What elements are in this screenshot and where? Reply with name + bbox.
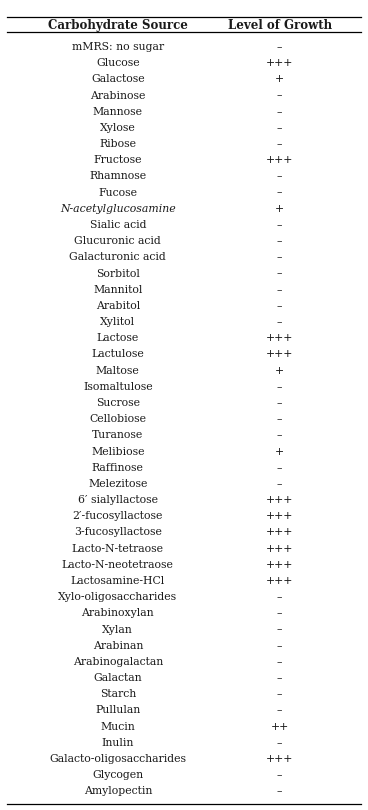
- Text: +: +: [275, 204, 284, 214]
- Text: –: –: [277, 42, 282, 52]
- Text: Fucose: Fucose: [98, 188, 137, 198]
- Text: Galacturonic acid: Galacturonic acid: [70, 253, 166, 262]
- Text: –: –: [277, 787, 282, 796]
- Text: Sorbitol: Sorbitol: [96, 269, 140, 279]
- Text: –: –: [277, 253, 282, 262]
- Text: Xylitol: Xylitol: [100, 317, 135, 327]
- Text: –: –: [277, 657, 282, 667]
- Text: –: –: [277, 430, 282, 441]
- Text: N-acetylglucosamine: N-acetylglucosamine: [60, 204, 176, 214]
- Text: +++: +++: [266, 156, 293, 165]
- Text: Arabinan: Arabinan: [93, 641, 143, 650]
- Text: –: –: [277, 139, 282, 149]
- Text: –: –: [277, 237, 282, 246]
- Text: +++: +++: [266, 349, 293, 360]
- Text: –: –: [277, 220, 282, 230]
- Text: Turanose: Turanose: [92, 430, 144, 441]
- Text: –: –: [277, 479, 282, 489]
- Text: –: –: [277, 738, 282, 748]
- Text: Raffinose: Raffinose: [92, 463, 144, 473]
- Text: Inulin: Inulin: [102, 738, 134, 748]
- Text: +: +: [275, 365, 284, 376]
- Text: Lactulose: Lactulose: [91, 349, 144, 360]
- Text: Isomaltulose: Isomaltulose: [83, 382, 153, 392]
- Text: –: –: [277, 269, 282, 279]
- Text: Xylo-oligosaccharides: Xylo-oligosaccharides: [58, 592, 177, 602]
- Text: Rhamnose: Rhamnose: [89, 172, 146, 181]
- Text: –: –: [277, 107, 282, 117]
- Text: Arabinose: Arabinose: [90, 91, 145, 100]
- Text: +++: +++: [266, 576, 293, 586]
- Text: +++: +++: [266, 754, 293, 764]
- Text: Fructose: Fructose: [93, 156, 142, 165]
- Text: Melibiose: Melibiose: [91, 446, 145, 457]
- Text: 3-fucosyllactose: 3-fucosyllactose: [74, 527, 162, 538]
- Text: –: –: [277, 592, 282, 602]
- Text: –: –: [277, 91, 282, 100]
- Text: +++: +++: [266, 560, 293, 569]
- Text: –: –: [277, 706, 282, 715]
- Text: Mucin: Mucin: [100, 722, 135, 731]
- Text: –: –: [277, 689, 282, 699]
- Text: Xylose: Xylose: [100, 123, 136, 133]
- Text: –: –: [277, 414, 282, 424]
- Text: Pullulan: Pullulan: [95, 706, 140, 715]
- Text: 2′-fucosyllactose: 2′-fucosyllactose: [72, 511, 163, 522]
- Text: Maltose: Maltose: [96, 365, 139, 376]
- Text: Glucose: Glucose: [96, 58, 139, 68]
- Text: –: –: [277, 284, 282, 295]
- Text: –: –: [277, 673, 282, 683]
- Text: –: –: [277, 188, 282, 198]
- Text: +++: +++: [266, 333, 293, 343]
- Text: –: –: [277, 317, 282, 327]
- Text: Carbohydrate Source: Carbohydrate Source: [48, 19, 188, 32]
- Text: Mannitol: Mannitol: [93, 284, 142, 295]
- Text: Galactose: Galactose: [91, 75, 145, 84]
- Text: ++: ++: [270, 722, 289, 731]
- Text: Cellobiose: Cellobiose: [89, 414, 146, 424]
- Text: –: –: [277, 172, 282, 181]
- Text: Mannose: Mannose: [93, 107, 143, 117]
- Text: –: –: [277, 301, 282, 311]
- Text: +++: +++: [266, 511, 293, 522]
- Text: –: –: [277, 625, 282, 634]
- Text: Lactosamine-HCl: Lactosamine-HCl: [71, 576, 165, 586]
- Text: –: –: [277, 770, 282, 780]
- Text: +++: +++: [266, 495, 293, 505]
- Text: Galactan: Galactan: [93, 673, 142, 683]
- Text: Glucuronic acid: Glucuronic acid: [74, 237, 161, 246]
- Text: +++: +++: [266, 58, 293, 68]
- Text: Lacto-N-tetraose: Lacto-N-tetraose: [72, 544, 164, 554]
- Text: –: –: [277, 382, 282, 392]
- Text: –: –: [277, 123, 282, 133]
- Text: Melezitose: Melezitose: [88, 479, 148, 489]
- Text: Level of Growth: Level of Growth: [228, 19, 332, 32]
- Text: Arabinogalactan: Arabinogalactan: [72, 657, 163, 667]
- Text: +++: +++: [266, 527, 293, 538]
- Text: –: –: [277, 463, 282, 473]
- Text: Starch: Starch: [100, 689, 136, 699]
- Text: Sucrose: Sucrose: [96, 398, 140, 408]
- Text: Xylan: Xylan: [102, 625, 133, 634]
- Text: +: +: [275, 446, 284, 457]
- Text: Arabitol: Arabitol: [96, 301, 140, 311]
- Text: Galacto-oligosaccharides: Galacto-oligosaccharides: [49, 754, 186, 764]
- Text: –: –: [277, 398, 282, 408]
- Text: Ribose: Ribose: [99, 139, 136, 149]
- Text: Arabinoxylan: Arabinoxylan: [81, 608, 154, 618]
- Text: 6′ sialyllactose: 6′ sialyllactose: [78, 495, 158, 505]
- Text: –: –: [277, 608, 282, 618]
- Text: Glycogen: Glycogen: [92, 770, 143, 780]
- Text: Lacto-N-neotetraose: Lacto-N-neotetraose: [62, 560, 174, 569]
- Text: Lactose: Lactose: [97, 333, 139, 343]
- Text: Amylopectin: Amylopectin: [84, 787, 152, 796]
- Text: +: +: [275, 75, 284, 84]
- Text: mMRS: no sugar: mMRS: no sugar: [72, 42, 164, 52]
- Text: Sialic acid: Sialic acid: [89, 220, 146, 230]
- Text: –: –: [277, 641, 282, 650]
- Text: +++: +++: [266, 544, 293, 554]
